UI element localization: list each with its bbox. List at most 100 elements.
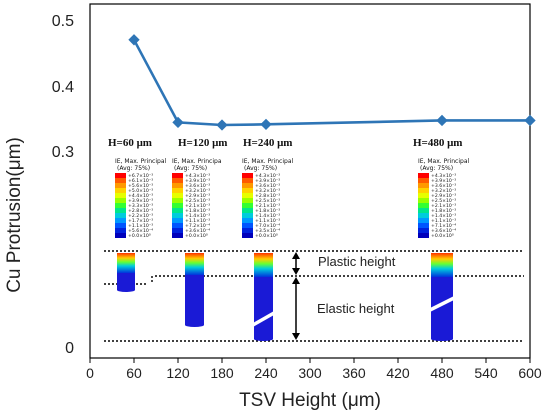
colorbar-cell xyxy=(418,208,429,213)
tsv-pillar-top xyxy=(254,253,273,277)
plastic-height-label: Plastic height xyxy=(318,254,396,269)
legend-value: +3.9×10⁻³ xyxy=(185,178,210,184)
tsv-pillar-base xyxy=(254,337,273,341)
y-tick-label: 0.3 xyxy=(52,144,74,161)
colorbar-cell xyxy=(418,178,429,183)
colorbar-cell xyxy=(115,183,126,188)
legend-value: +3.9×10⁻³ xyxy=(128,198,153,204)
colorbar-cell xyxy=(115,203,126,208)
x-tick-label: 240 xyxy=(254,365,278,381)
height-label: H=480 μm xyxy=(413,137,462,149)
colorbar-cell xyxy=(115,218,126,223)
legend-value: +1.1×10⁻³ xyxy=(185,218,210,224)
legend-value: +5.0×10⁻³ xyxy=(128,188,153,194)
colorbar-cell xyxy=(418,183,429,188)
colorbar-cell xyxy=(418,188,429,193)
legend-value: +6.7×10⁻³ xyxy=(128,173,153,179)
colorbar-cell xyxy=(115,173,126,178)
legend-value: +6.1×10⁻³ xyxy=(128,178,153,184)
tsv-pillar-top xyxy=(117,253,135,273)
y-tick-label: 0.5 xyxy=(52,13,74,30)
x-axis-label: TSV Height (μm) xyxy=(239,390,381,411)
data-point xyxy=(524,114,536,127)
legend-value: +0.0×10⁰ xyxy=(255,233,278,239)
legend-value: +1.8×10⁻³ xyxy=(431,208,456,214)
series-layer xyxy=(128,34,536,131)
axes: 0 60 120 180 240 300 360 420 480 540 600 0.5 0.4 0.3 0 xyxy=(52,3,542,381)
legend-value: +1.4×10⁻³ xyxy=(185,213,210,219)
x-tick-label: 120 xyxy=(166,365,190,381)
colorbar-cell xyxy=(242,213,253,218)
colorbar-cell xyxy=(242,188,253,193)
legend-value: +1.8×10⁻³ xyxy=(185,208,210,214)
legend-value: +2.1×10⁻³ xyxy=(255,203,280,209)
plastic-arrow-head xyxy=(292,268,300,275)
x-tick-label: 0 xyxy=(86,365,94,381)
legend-value: +5.6×10⁻³ xyxy=(128,183,153,189)
colorbar-cell xyxy=(115,208,126,213)
legend-value: +4.3×10⁻³ xyxy=(431,173,456,179)
legend-value: +2.8×10⁻³ xyxy=(255,193,280,199)
colorbar-cell xyxy=(115,228,126,233)
series-line xyxy=(132,39,530,127)
x-tick-label: 420 xyxy=(386,365,410,381)
colorbar-cell xyxy=(418,218,429,223)
colorbar-cell xyxy=(172,233,183,238)
data-point xyxy=(260,118,272,131)
legend-value: +3.2×10⁻³ xyxy=(431,188,456,194)
colorbar-cell xyxy=(242,198,253,203)
legend-avg: (Avg: 75%) xyxy=(174,165,207,172)
colorbar-cell xyxy=(172,208,183,213)
legend-value: +1.4×10⁻³ xyxy=(255,213,280,219)
colorbar-cell xyxy=(172,173,183,178)
height-label: H=120 μm xyxy=(178,137,227,149)
legend-value: +2.5×10⁻³ xyxy=(255,198,280,204)
colorbar-cell xyxy=(172,178,183,183)
elastic-arrow-head xyxy=(292,333,300,340)
x-tick-label: 360 xyxy=(342,365,366,381)
y-tick-label: 0.4 xyxy=(52,79,74,96)
legend-header: IE, Max. Principal xyxy=(115,158,166,165)
legend-value: +1.1×10⁻³ xyxy=(431,218,456,224)
height-label: H=240 μm xyxy=(243,137,292,149)
legend-value: +1.4×10⁻³ xyxy=(431,213,456,219)
colorbar-cell xyxy=(172,203,183,208)
colorbar-cell xyxy=(418,173,429,178)
elastic-height-label: Elastic height xyxy=(317,301,395,316)
colorbar-cell xyxy=(115,188,126,193)
x-tick-label: 600 xyxy=(518,365,542,381)
colorbar-cell xyxy=(115,178,126,183)
legend-value: +3.6×10⁻⁴ xyxy=(185,228,210,234)
colorbar-cell xyxy=(115,213,126,218)
legend-value: +1.7×10⁻³ xyxy=(128,218,153,224)
legend-value: +7.0×10⁻⁴ xyxy=(255,223,280,229)
data-point xyxy=(172,116,184,129)
legend-value: +3.2×10⁻³ xyxy=(255,188,280,194)
colorbar-cell xyxy=(172,218,183,223)
legend-value: +0.0×10⁰ xyxy=(128,233,151,239)
colorbar-cell xyxy=(172,213,183,218)
colorbar-cell xyxy=(115,233,126,238)
x-tick-label: 180 xyxy=(210,365,234,381)
x-tick-label: 540 xyxy=(474,365,498,381)
colorbar-cell xyxy=(242,173,253,178)
legend-value: +2.5×10⁻³ xyxy=(431,198,456,204)
x-tick-label: 60 xyxy=(126,365,142,381)
legend-value: +5.6×10⁻⁴ xyxy=(128,228,153,234)
colorbar-cell xyxy=(242,183,253,188)
legend-avg: (Avg: 75%) xyxy=(244,165,277,172)
colorbar-cell xyxy=(418,198,429,203)
colorbar-cell xyxy=(242,223,253,228)
data-point xyxy=(436,114,448,127)
colorbar-cell xyxy=(172,193,183,198)
legend-value: +3.9×10⁻³ xyxy=(255,178,280,184)
colorbar-cell xyxy=(115,193,126,198)
legend-value: +1.8×10⁻³ xyxy=(255,208,280,214)
legend-value: +3.6×10⁻³ xyxy=(185,183,210,189)
legend-value: +3.6×10⁻³ xyxy=(431,183,456,189)
legend-value: +3.3×10⁻³ xyxy=(128,203,153,209)
colorbar-cell xyxy=(242,193,253,198)
colorbar-cell xyxy=(418,233,429,238)
break-mark xyxy=(253,311,274,327)
legend-value: +7.1×10⁻⁴ xyxy=(431,223,456,229)
